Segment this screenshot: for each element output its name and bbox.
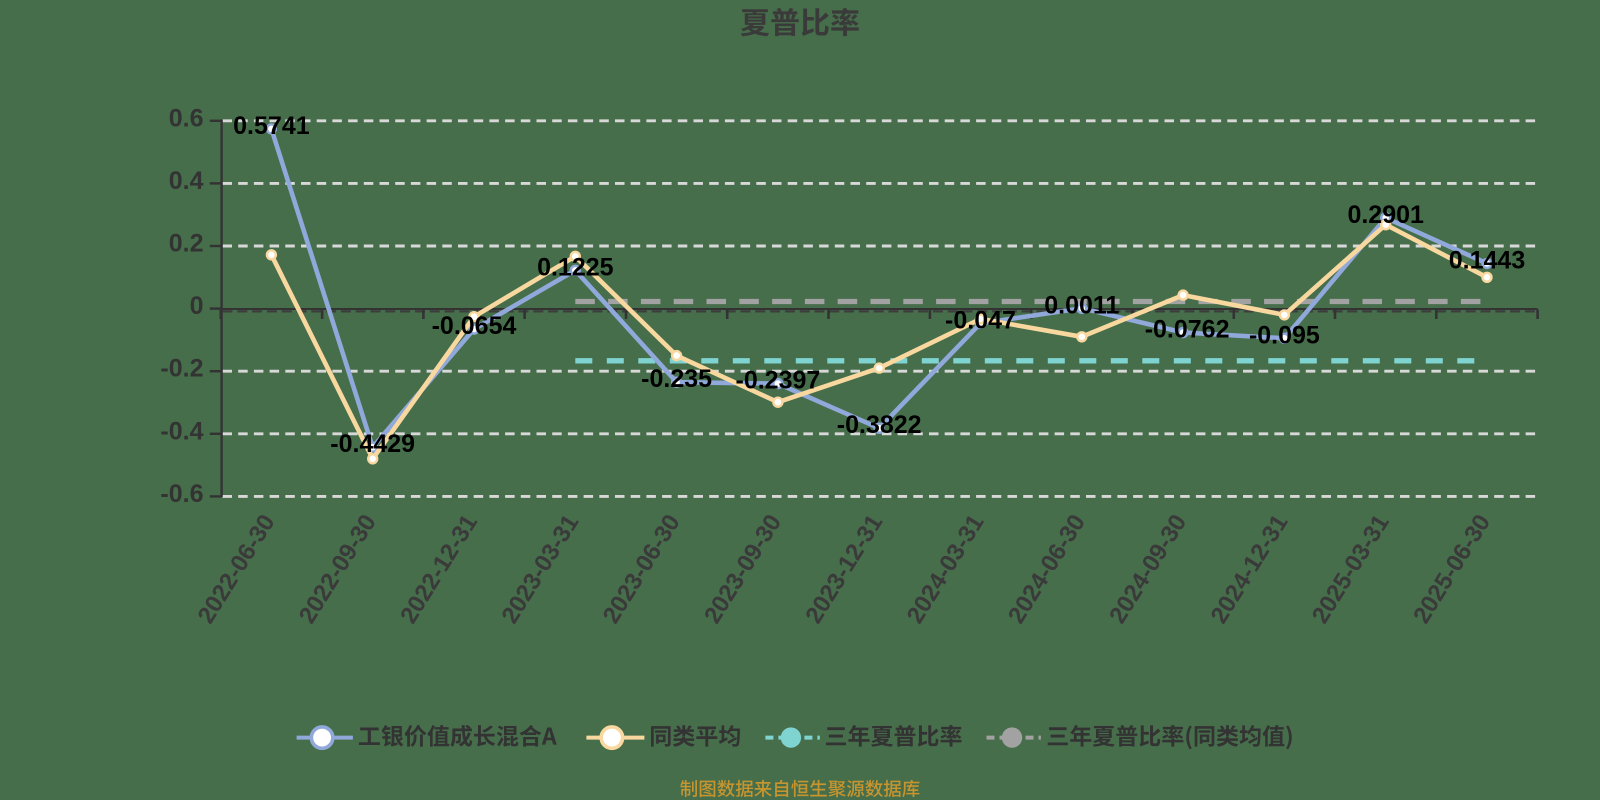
svg-text:0: 0 <box>190 292 204 320</box>
svg-text:-0.0762: -0.0762 <box>1145 316 1230 344</box>
svg-text:0.2: 0.2 <box>169 230 204 258</box>
svg-text:0.2901: 0.2901 <box>1347 201 1424 229</box>
svg-text:-0.0654: -0.0654 <box>432 312 517 340</box>
svg-text:2024-06-30: 2024-06-30 <box>1003 510 1091 628</box>
svg-text:2023-12-31: 2023-12-31 <box>800 510 888 628</box>
svg-text:0.4: 0.4 <box>169 167 204 195</box>
svg-text:2022-12-31: 2022-12-31 <box>395 510 483 628</box>
svg-text:2024-09-30: 2024-09-30 <box>1104 510 1192 628</box>
svg-text:0.5741: 0.5741 <box>233 112 310 140</box>
svg-text:2023-06-30: 2023-06-30 <box>598 510 686 628</box>
svg-text:2023-09-30: 2023-09-30 <box>699 510 787 628</box>
svg-text:2023-03-31: 2023-03-31 <box>496 510 584 628</box>
svg-text:2025-06-30: 2025-06-30 <box>1408 510 1496 628</box>
svg-text:-0.095: -0.095 <box>1249 321 1320 349</box>
svg-text:-0.4429: -0.4429 <box>330 430 415 458</box>
svg-text:0.1443: 0.1443 <box>1449 246 1525 274</box>
svg-text:-0.047: -0.047 <box>945 306 1016 334</box>
svg-text:-0.2: -0.2 <box>160 355 203 383</box>
svg-text:2025-03-31: 2025-03-31 <box>1307 510 1395 628</box>
svg-text:-0.6: -0.6 <box>160 480 203 508</box>
svg-text:-0.3822: -0.3822 <box>837 411 922 439</box>
svg-text:-0.2397: -0.2397 <box>736 367 821 395</box>
svg-text:2024-03-31: 2024-03-31 <box>902 510 990 628</box>
svg-text:-0.235: -0.235 <box>641 365 712 393</box>
svg-text:-0.4: -0.4 <box>160 417 203 445</box>
svg-text:2024-12-31: 2024-12-31 <box>1206 510 1294 628</box>
svg-text:0.6: 0.6 <box>169 104 204 132</box>
svg-text:2022-06-30: 2022-06-30 <box>193 510 281 628</box>
svg-text:0.0011: 0.0011 <box>1044 291 1119 319</box>
svg-text:2022-09-30: 2022-09-30 <box>294 510 382 628</box>
svg-text:0.1225: 0.1225 <box>537 253 614 281</box>
